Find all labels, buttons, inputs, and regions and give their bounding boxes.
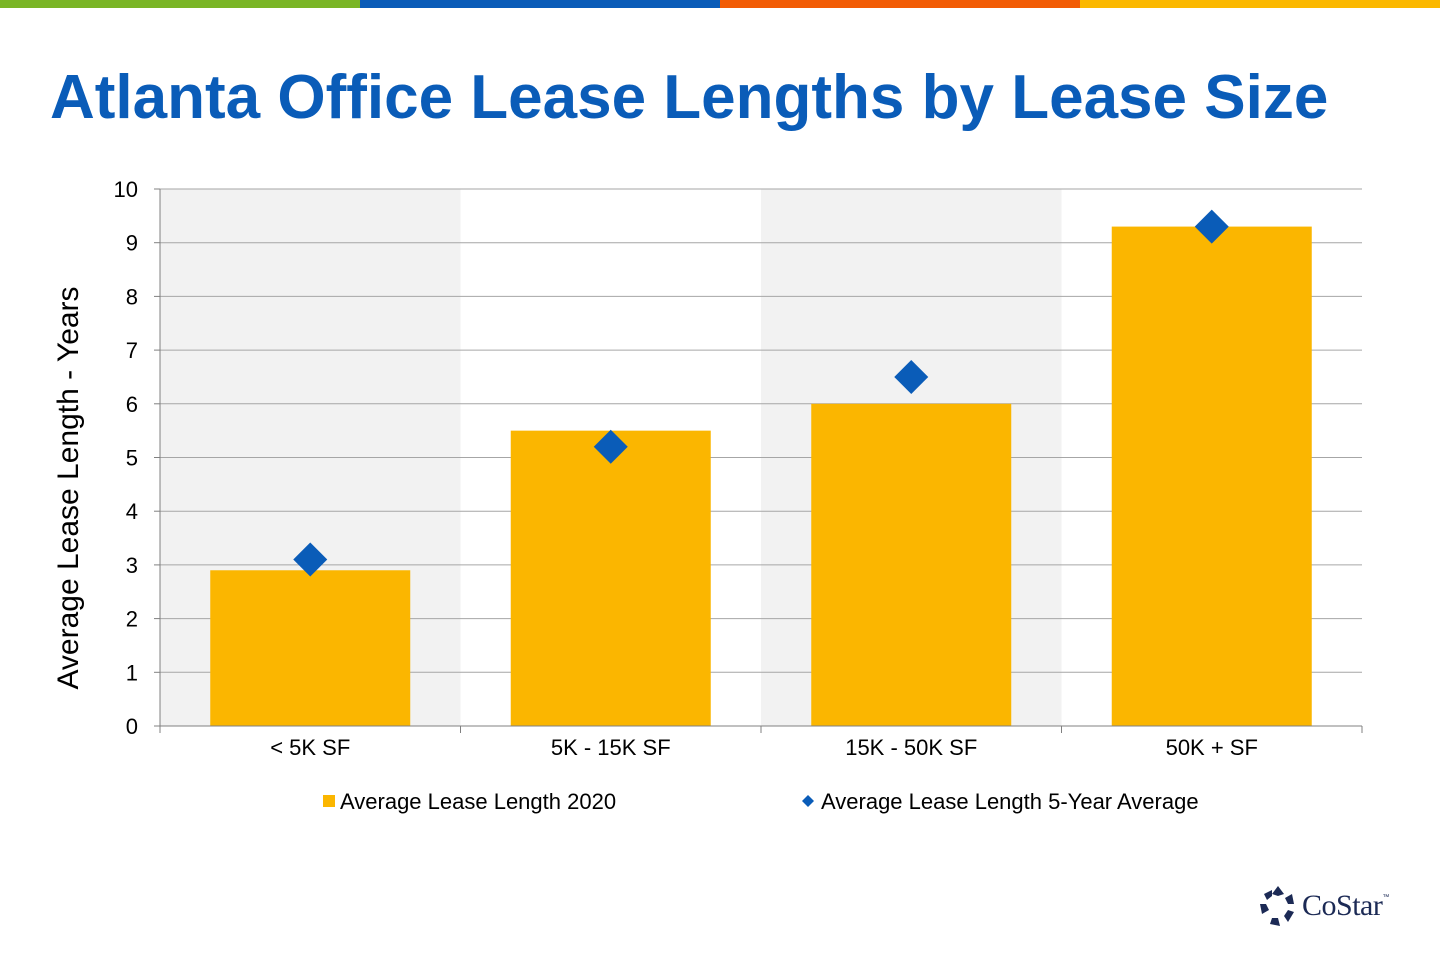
logo-trademark: ™ — [1382, 894, 1390, 901]
y-tick-label: 2 — [126, 607, 138, 632]
marker-diamond — [293, 542, 328, 577]
top-color-stripe — [0, 0, 1440, 8]
bar — [811, 403, 1012, 726]
bar — [510, 430, 711, 726]
y-tick-label: 0 — [126, 714, 138, 739]
y-tick-label: 4 — [126, 499, 138, 524]
x-tick-label: 50K + SF — [1166, 735, 1258, 760]
legend: Average Lease Length 2020 Average Lease L… — [323, 789, 1199, 814]
y-tick-label: 5 — [126, 446, 138, 471]
y-axis-label: Average Lease Length - Years — [52, 286, 85, 689]
page-title: Atlanta Office Lease Lengths by Lease Si… — [50, 63, 1329, 132]
legend-swatch-bar — [323, 795, 335, 807]
costar-logo: CoStar ™ — [1258, 884, 1389, 928]
stripe-yellow — [1080, 0, 1440, 8]
x-tick-label: < 5K SF — [270, 735, 350, 760]
stripe-orange — [720, 0, 1080, 8]
stripe-blue — [360, 0, 720, 8]
marker-diamond — [1194, 209, 1229, 244]
y-tick-label: 7 — [126, 338, 138, 363]
marker-diamond — [894, 359, 929, 394]
marker-diamond — [593, 429, 628, 464]
bar — [210, 570, 411, 726]
x-tick-label: 5K - 15K SF — [551, 735, 671, 760]
x-tick-label: 15K - 50K SF — [845, 735, 977, 760]
costar-star-icon — [1260, 886, 1294, 926]
y-tick-label: 8 — [126, 284, 138, 309]
legend-label-bar: Average Lease Length 2020 — [340, 789, 616, 814]
legend-label-diamond: Average Lease Length 5-Year Average — [821, 789, 1199, 814]
legend-swatch-diamond — [802, 795, 814, 807]
y-tick-label: 9 — [126, 231, 138, 256]
bar — [1111, 226, 1312, 726]
logo-text: CoStar — [1302, 889, 1383, 922]
y-tick-label: 1 — [126, 660, 138, 685]
y-tick-label: 6 — [126, 392, 138, 417]
stripe-green — [0, 0, 360, 8]
y-tick-label: 3 — [126, 553, 138, 578]
y-tick-label: 10 — [114, 177, 138, 202]
